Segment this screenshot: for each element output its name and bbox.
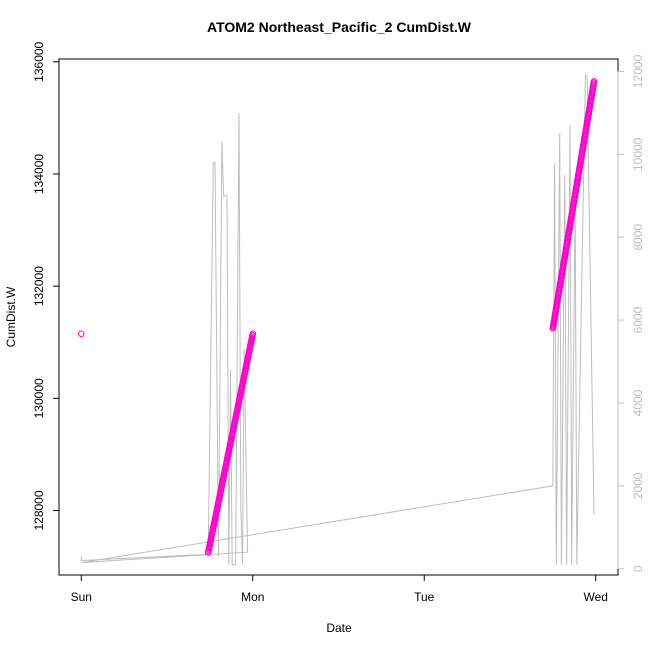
y-tick-label-right: 2000 [631,472,645,499]
y-tick-label-right: 10000 [631,137,645,171]
y-tick-label-left: 134000 [32,154,46,194]
x-tick-label: Wed [583,590,607,604]
y-axis-right: 0 2000 4000 6000 8000 10000 12000 [617,54,645,572]
data-point [249,330,257,338]
data-point [78,330,85,338]
y-tick-label-right: 0 [631,565,645,572]
y-tick-label-left: 130000 [32,378,46,418]
x-axis: Sun Mon Tue Wed [71,574,608,604]
y-tick-label-left: 132000 [32,266,46,306]
series-line-right [80,75,595,566]
y-tick-label-right: 12000 [631,54,645,88]
y-axis-label: CumDist.W [4,286,18,347]
y-tick-label-right: 8000 [631,224,645,251]
series-right [80,75,595,566]
series-left [78,78,598,556]
y-tick-label-right: 4000 [631,389,645,416]
y-axis-left: 128000 130000 132000 134000 136000 [32,41,60,531]
y-tick-label-left: 128000 [32,490,46,530]
chart-title: ATOM2 Northeast_Pacific_2 CumDist.W [207,19,472,35]
x-tick-label: Mon [241,590,264,604]
y-tick-label-right: 6000 [631,306,645,333]
x-axis-label: Date [326,621,352,635]
plot-box [58,58,619,576]
y-tick-label-left: 136000 [32,41,46,81]
x-tick-label: Tue [414,590,435,604]
x-tick-label: Sun [71,590,92,604]
data-point [590,78,598,85]
